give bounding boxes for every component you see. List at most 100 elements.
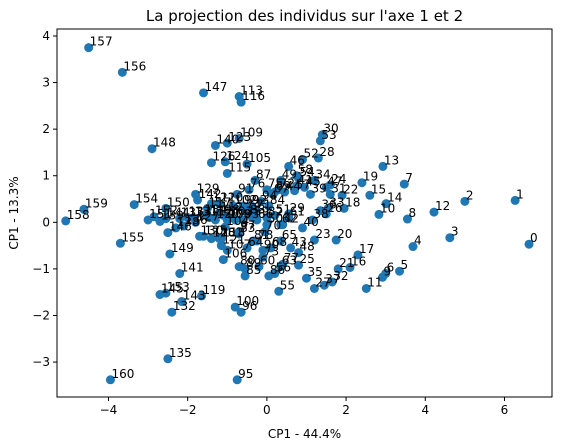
data-point bbox=[276, 236, 286, 246]
data-point bbox=[270, 210, 280, 220]
data-point bbox=[309, 175, 319, 185]
point-label: 55 bbox=[280, 278, 295, 292]
data-point bbox=[319, 280, 329, 290]
data-point bbox=[61, 216, 71, 226]
data-point bbox=[232, 189, 242, 199]
data-point bbox=[337, 190, 347, 200]
point-label: 138 bbox=[177, 215, 200, 229]
point-label: 57 bbox=[296, 178, 311, 192]
x-tick-label: 0 bbox=[263, 403, 271, 417]
data-point bbox=[300, 182, 309, 192]
data-point bbox=[374, 209, 384, 219]
y-axis: −3 −2 −1 0 1 2 3 4 bbox=[32, 29, 57, 369]
point-label: 79 bbox=[236, 207, 251, 221]
point-label: 16 bbox=[351, 255, 366, 269]
data-point bbox=[232, 375, 242, 385]
point-label: 45 bbox=[306, 174, 321, 188]
point-label: 84 bbox=[270, 193, 285, 207]
point-label: 8 bbox=[408, 206, 416, 220]
x-tick-label: 6 bbox=[501, 403, 509, 417]
data-point bbox=[206, 199, 216, 209]
data-point bbox=[258, 245, 268, 255]
point-label: 124 bbox=[226, 149, 249, 163]
point-label: 122 bbox=[212, 191, 235, 205]
data-point bbox=[361, 283, 371, 293]
data-point bbox=[161, 214, 171, 224]
point-label: 61 bbox=[290, 205, 305, 219]
point-label: 24 bbox=[331, 172, 346, 186]
data-point bbox=[250, 175, 260, 185]
point-label: 74 bbox=[246, 198, 261, 212]
y-tick-label: −1 bbox=[32, 262, 50, 276]
data-point bbox=[210, 215, 220, 225]
point-label: 95 bbox=[238, 367, 253, 381]
point-label: 146 bbox=[169, 220, 192, 234]
point-label: 148 bbox=[153, 136, 176, 150]
data-point bbox=[238, 215, 248, 225]
point-label: 75 bbox=[268, 177, 283, 191]
point-label: 114 bbox=[216, 205, 239, 219]
point-label: 37 bbox=[325, 272, 340, 286]
y-tick-label: 0 bbox=[42, 215, 50, 229]
data-point bbox=[298, 154, 308, 164]
point-label: 90 bbox=[264, 237, 279, 251]
data-point bbox=[313, 153, 323, 163]
point-label: 154 bbox=[135, 192, 158, 206]
data-point bbox=[206, 234, 216, 244]
point-label: 159 bbox=[85, 196, 108, 210]
data-point bbox=[147, 144, 157, 154]
point-label: 52 bbox=[304, 146, 319, 160]
point-label: 92 bbox=[252, 193, 267, 207]
point-label: 69 bbox=[276, 179, 291, 193]
plot-frame bbox=[56, 28, 553, 398]
point-label: 120 bbox=[216, 207, 239, 221]
point-label: 103 bbox=[230, 205, 253, 219]
data-point bbox=[242, 243, 252, 253]
point-label: 130 bbox=[201, 223, 224, 237]
data-point bbox=[163, 354, 173, 364]
data-point bbox=[254, 262, 264, 272]
data-point bbox=[163, 228, 173, 238]
data-point bbox=[339, 203, 349, 213]
point-label: 13 bbox=[384, 153, 399, 167]
data-point bbox=[284, 161, 294, 171]
point-label: 107 bbox=[228, 237, 251, 251]
point-label: 78 bbox=[258, 228, 273, 242]
point-label: 26 bbox=[327, 201, 342, 215]
point-label: 127 bbox=[197, 209, 220, 223]
point-label: 123 bbox=[228, 130, 251, 144]
point-label: 134 bbox=[205, 202, 228, 216]
point-label: 87 bbox=[256, 167, 271, 181]
data-point bbox=[214, 199, 224, 209]
data-point bbox=[315, 136, 325, 146]
point-label: 94 bbox=[262, 188, 277, 202]
point-label: 35 bbox=[307, 265, 322, 279]
data-point bbox=[266, 243, 276, 253]
point-label: 86 bbox=[270, 263, 285, 277]
data-point bbox=[460, 196, 470, 206]
point-label: 111 bbox=[210, 205, 233, 219]
data-point bbox=[274, 286, 284, 296]
data-point bbox=[238, 201, 248, 211]
point-label: 102 bbox=[234, 193, 257, 207]
point-label: 14 bbox=[387, 191, 402, 205]
data-point bbox=[222, 168, 232, 178]
point-label: 77 bbox=[284, 251, 299, 265]
point-label: 82 bbox=[268, 205, 283, 219]
data-point bbox=[294, 260, 304, 270]
point-label: 34 bbox=[315, 167, 330, 181]
y-tick-label: 4 bbox=[42, 29, 50, 43]
data-point bbox=[357, 178, 367, 188]
data-point bbox=[240, 264, 250, 274]
point-label: 160 bbox=[111, 367, 134, 381]
data-point bbox=[161, 288, 171, 298]
point-label: 6 bbox=[387, 261, 395, 275]
point-label: 156 bbox=[123, 59, 146, 73]
point-label: 85 bbox=[246, 263, 261, 277]
point-label: 117 bbox=[208, 195, 231, 209]
data-point bbox=[167, 307, 177, 317]
point-label: 49 bbox=[282, 167, 297, 181]
data-point bbox=[244, 185, 254, 195]
point-label: 139 bbox=[161, 208, 184, 222]
point-label: 116 bbox=[242, 89, 265, 103]
